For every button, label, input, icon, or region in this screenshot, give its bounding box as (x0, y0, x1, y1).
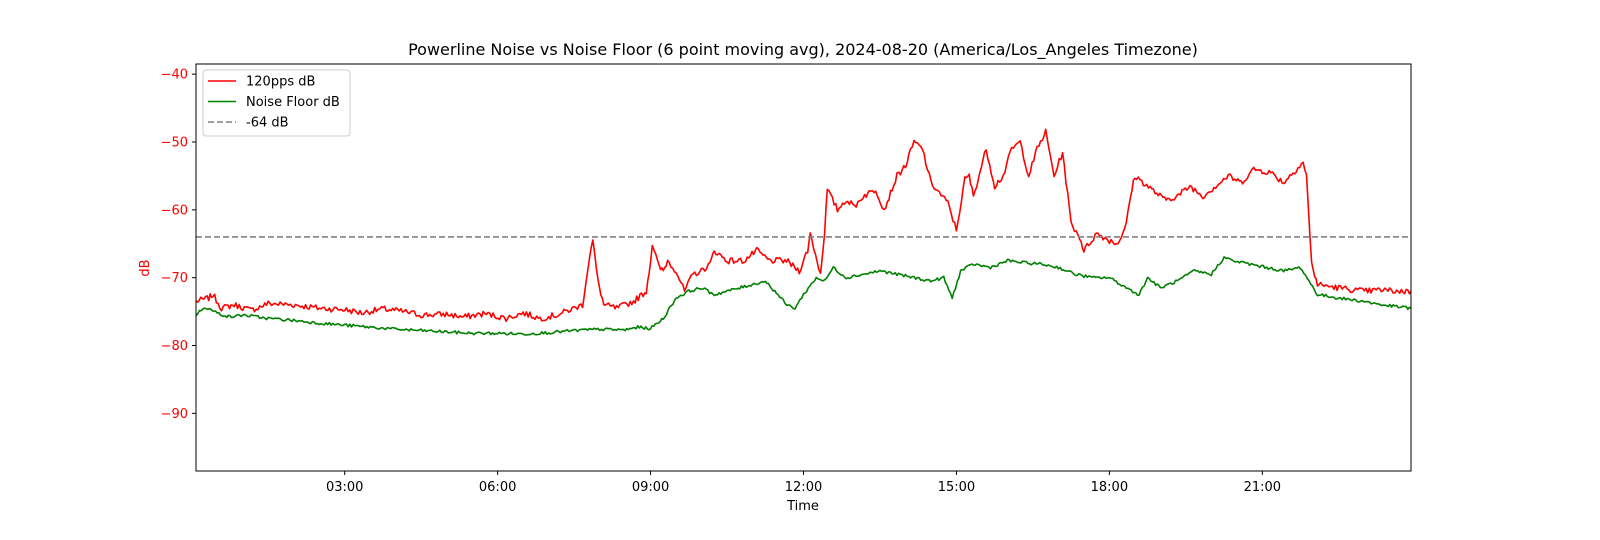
series-line-1 (195, 256, 1412, 336)
series-line-0 (195, 128, 1412, 323)
x-tick-label: 06:00 (479, 480, 516, 495)
legend-label: -64 dB (246, 116, 289, 131)
chart-title: Powerline Noise vs Noise Floor (6 point … (408, 40, 1198, 60)
x-axis: 03:00 06:00 09:00 12:00 15:00 18:00 21:00 (326, 471, 1281, 495)
x-tick-label: 09:00 (632, 480, 669, 495)
series-lines (195, 128, 1412, 336)
x-tick-label: 15:00 (938, 480, 975, 495)
legend-label: 120pps dB (246, 75, 315, 90)
y-tick-label: −50 (161, 136, 188, 151)
y-tick-label: −60 (161, 203, 188, 218)
legend-label: Noise Floor dB (246, 95, 340, 110)
x-tick-label: 21:00 (1244, 480, 1281, 495)
y-tick-label: −40 (161, 68, 188, 83)
x-tick-label: 18:00 (1091, 480, 1128, 495)
y-axis-label: dB (138, 259, 153, 276)
x-tick-label: 12:00 (785, 480, 822, 495)
legend: 120pps dB Noise Floor dB -64 dB (202, 69, 351, 137)
x-tick-label: 03:00 (326, 480, 363, 495)
y-tick-label: −80 (161, 339, 188, 354)
axes-frame (195, 63, 1412, 472)
legend-box (202, 69, 351, 137)
x-axis-label: Time (786, 499, 819, 514)
y-tick-label: −70 (161, 271, 188, 286)
y-tick-label: −90 (161, 407, 188, 422)
y-axis: −40 −50 −60 −70 −80 −90 (161, 68, 196, 422)
plot-area (195, 63, 1412, 472)
